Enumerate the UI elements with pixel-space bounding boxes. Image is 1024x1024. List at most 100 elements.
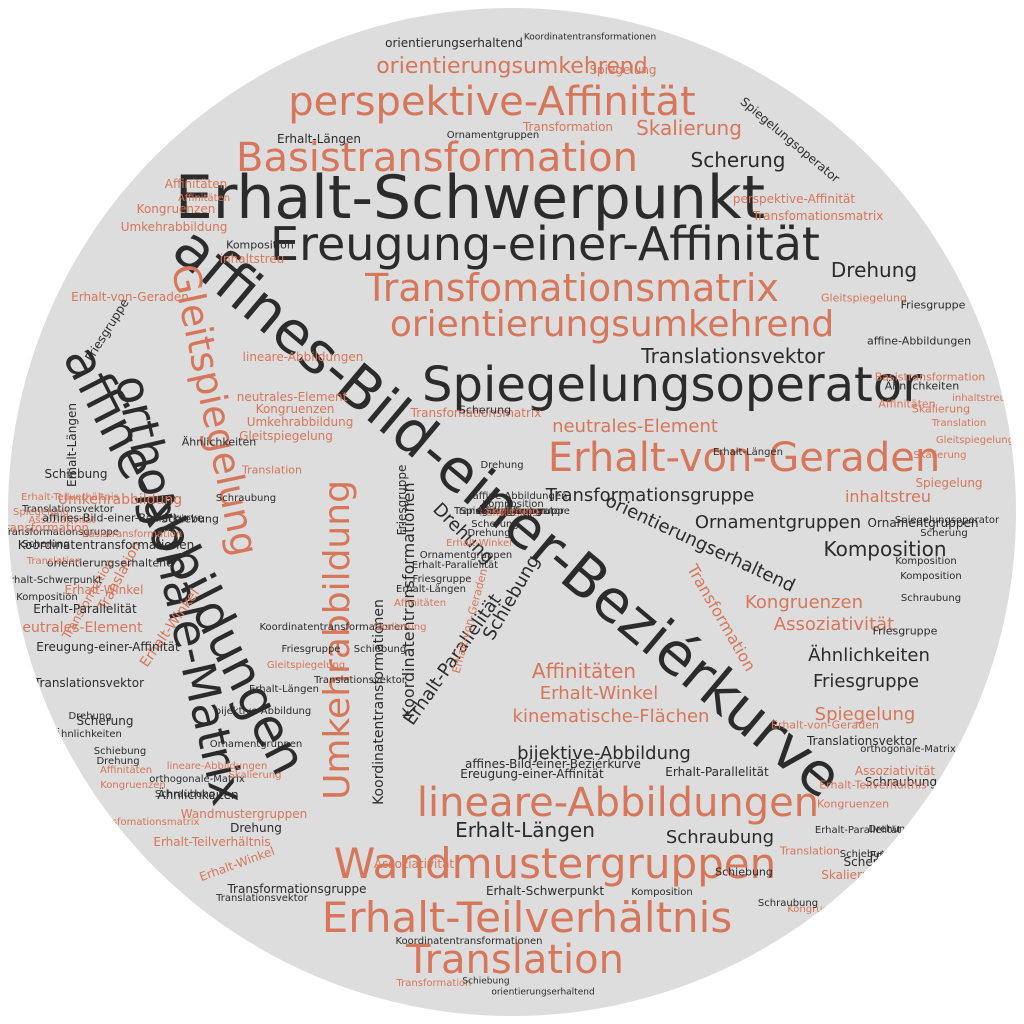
cloud-word: Drehung [868, 824, 912, 835]
cloud-word: Schiebung [485, 506, 539, 517]
cloud-word: Skalierung [228, 770, 282, 781]
cloud-word: Erhalt-Winkel [446, 538, 512, 549]
cloud-word: Ähnlichkeiten [54, 729, 122, 740]
cloud-word: bijektive-Abbildung [517, 743, 691, 764]
cloud-word: lineare-Abbildungen [166, 761, 268, 772]
cloud-word: Erhalt-Längen [713, 447, 783, 458]
cloud-word: Scherung [920, 528, 968, 539]
cloud-word: affine-Abbildungen [866, 334, 972, 348]
cloud-word: Transformationsgruppe [545, 485, 755, 506]
cloud-word: Spiegelungsoperator [459, 506, 565, 517]
cloud-word: Scherung [458, 403, 512, 417]
cloud-word: Transfomationsmatrix [365, 266, 779, 310]
cloud-word: inhaltstreu [952, 393, 1006, 404]
cloud-word: Schraubung [481, 506, 543, 517]
cloud-word: orientierungsumkehrend [376, 54, 648, 79]
cloud-word: Ereugung-einer-Affinität [36, 640, 180, 654]
cloud-word: Kongruenzen [816, 797, 890, 811]
cloud-word: orientierungserhaltend [491, 987, 595, 998]
cloud-word: Skalierung [821, 868, 885, 882]
cloud-word: Komposition [482, 499, 544, 510]
cloud-word: Komposition [823, 537, 947, 561]
cloud-word: Kongruenzen [100, 780, 166, 791]
cloud-word: Friesgruppe [482, 506, 542, 517]
cloud-word: Ornamentgruppen [446, 130, 540, 141]
cloud-word: Erhalt-von-Geraden [547, 435, 941, 481]
cloud-word: Komposition [895, 556, 957, 567]
cloud-word: Translation [477, 508, 533, 519]
cloud-word: Koordinatentransformationen [17, 538, 195, 552]
cloud-word: Drehung [68, 711, 112, 722]
cloud-word: Transformation [396, 978, 472, 989]
cloud-word: Translationsvektor [33, 676, 145, 690]
cloud-word: Ereugung-einer-Affinität [270, 217, 820, 271]
cloud-word: Schraubung [864, 775, 938, 789]
cloud-word: Erhalt-Teilverhältnis [21, 492, 119, 503]
cloud-word: Spiegelung [915, 476, 983, 490]
cloud-word: Translationsvektor [641, 344, 825, 368]
cloud-word: inhaltstreu [485, 506, 539, 517]
cloud-word: neutrales-Element [552, 416, 718, 437]
cloud-word: Erhalt-Teilverhältnis [819, 778, 927, 792]
cloud-word: Gleitspiegelung [266, 660, 346, 671]
cloud-word: Ähnlichkeiten [478, 506, 546, 517]
cloud-word: Spiegelung [13, 507, 69, 518]
cloud-word: Schiebung [93, 746, 147, 757]
cloud-word: Umkehrabbildung [246, 415, 354, 429]
cloud-word: Schiebung [161, 512, 219, 526]
cloud-word: Friesgruppe [281, 644, 341, 655]
cloud-word: Ornamentgruppen [209, 739, 303, 750]
word-cloud: affines-Bild-einer-Beziérkurve Erhalt-Sch… [8, 8, 1016, 1016]
cloud-word: Schraubung [665, 827, 775, 848]
cloud-word: kinematische-Flächen [512, 706, 710, 727]
cloud-word: Erhalt-Parallelität [411, 560, 499, 571]
cloud-word: perspektive-Affinität [288, 79, 696, 125]
cloud-word: Komposition [16, 592, 78, 603]
cloud-word: Friesgruppe [812, 671, 920, 692]
cloud-word: Translation [931, 418, 987, 429]
cloud-word: Translation [780, 844, 840, 858]
cloud-word: Spiegelung [589, 63, 657, 77]
cloud-word: neutrales-Element [13, 620, 143, 636]
cloud-word: inhaltstreu [844, 487, 932, 506]
cloud-word: Assoziativität [854, 764, 936, 778]
cloud-word: Kongruenzen [136, 202, 216, 216]
cloud-word: Drehung [96, 756, 140, 767]
cloud-word: Assoziativität [373, 857, 455, 871]
cloud-word: Transformationsgruppe [8, 527, 119, 538]
cloud-word: Assoziativität [773, 614, 895, 635]
cloud-word: Transfomationsmatrix [410, 406, 542, 420]
cloud-word: neutrales-Element [236, 390, 348, 404]
cloud-word: Ähnlichkeiten [181, 435, 257, 449]
cloud-word: Friesgruppe [872, 624, 938, 638]
cloud-word: Erhalt-Längen [249, 684, 319, 695]
cloud-word: Erhalt-Winkel [197, 843, 277, 885]
cloud-word: Transformation [8, 521, 90, 535]
cloud-word: Erhalt-Teilverhältnis [321, 893, 733, 942]
cloud-word: Transfomationsmatrix [752, 209, 884, 223]
cloud-word: Affinitäten [99, 765, 153, 776]
cloud-word: Ähnlichkeiten [157, 788, 239, 802]
cloud-word: Spiegelungsoperator [894, 515, 1000, 526]
cloud-word: Schiebung [353, 644, 407, 655]
cloud-word: Schraubung [154, 789, 216, 800]
cloud-word: Schiebung [44, 467, 108, 481]
cloud-word: orientierungserhaltend [46, 556, 174, 570]
cloud-word: Friesgruppe [900, 298, 966, 312]
cloud-word: Translationsvektor [314, 675, 406, 686]
cloud-word: Koordinatentransformationen [395, 936, 543, 947]
cloud-word: Spiegelung [814, 704, 916, 725]
cloud-word: Erhalt-Längen [277, 132, 361, 146]
cloud-word: affines-Bild-einer-Beziérkurve [465, 757, 641, 771]
cloud-word: Gleitspiegelung [935, 435, 1015, 446]
cloud-word: Translation [242, 463, 302, 477]
cloud-word: Umkehrabbildung [317, 480, 358, 800]
cloud-word: Basistransformation [81, 529, 183, 540]
cloud-word: Koordinatentransformationen [523, 32, 657, 43]
cloud-word: Ereugung-einer-Affinität [460, 767, 604, 781]
cloud-word: Kongruenzen [479, 506, 545, 517]
cloud-word: Ornamentgruppen [694, 512, 862, 533]
cloud-word: Translation [406, 937, 624, 983]
cloud-word: Ähnlichkeiten [808, 645, 930, 666]
cloud-word: Kongruenzen [745, 592, 863, 613]
